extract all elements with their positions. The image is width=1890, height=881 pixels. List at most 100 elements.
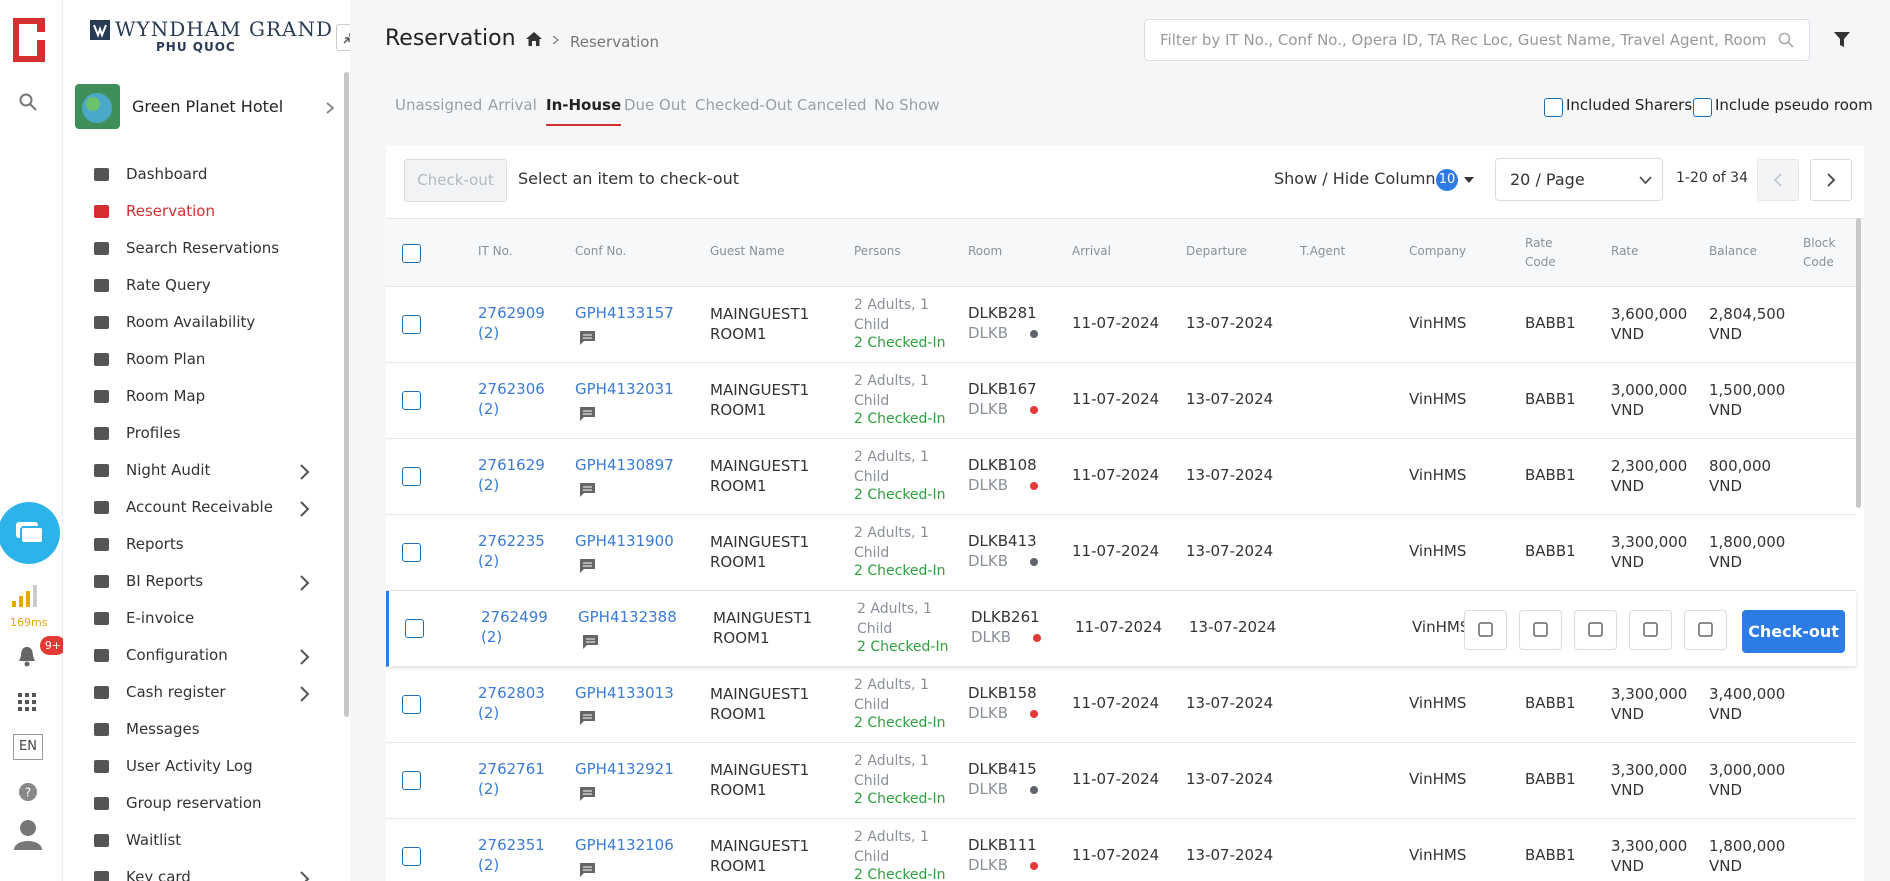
menu-item[interactable]: BI Reports: [63, 567, 338, 597]
avatar[interactable]: [13, 818, 43, 850]
menu-icon-glyph: [93, 685, 111, 701]
menu-item[interactable]: Room Plan: [63, 345, 338, 375]
persons: 2 Adults, 1 Child: [857, 599, 943, 639]
language-button[interactable]: EN: [13, 734, 43, 760]
collapse-button[interactable]: [336, 24, 350, 51]
column-header: Conf No.: [575, 244, 626, 258]
it-no[interactable]: 2762235: [478, 532, 545, 550]
row-action[interactable]: [1629, 610, 1672, 650]
menu-item[interactable]: Reports: [63, 530, 338, 560]
row-checkbox[interactable]: [405, 619, 424, 638]
menu-item[interactable]: Messages: [63, 715, 338, 745]
row-checkbox[interactable]: [402, 467, 421, 486]
apps-icon[interactable]: [18, 693, 36, 711]
conf-no[interactable]: GPH4131900: [575, 532, 674, 550]
row-checkbox[interactable]: [402, 543, 421, 562]
conf-no[interactable]: GPH4133013: [575, 684, 674, 702]
row-action[interactable]: [1684, 610, 1727, 650]
menu-item[interactable]: User Activity Log: [63, 752, 338, 782]
tab[interactable]: Canceled: [797, 96, 867, 124]
help-icon[interactable]: ?: [19, 783, 37, 801]
menu-item[interactable]: Profiles: [63, 419, 338, 449]
menu-item[interactable]: Reservation: [63, 197, 338, 227]
menu-icon: [93, 167, 111, 187]
menu-item[interactable]: Dashboard: [63, 160, 338, 190]
menu-item[interactable]: E-invoice: [63, 604, 338, 634]
menu-item[interactable]: Night Audit: [63, 456, 338, 486]
table-row[interactable]: 2761629(2)GPH4130897MAINGUEST1 ROOM12 Ad…: [386, 439, 1856, 515]
row-checkout-button[interactable]: Check-out: [1742, 610, 1845, 653]
menu-label: Messages: [126, 720, 200, 738]
table-row[interactable]: 2762499(2)GPH4132388MAINGUEST1 ROOM12 Ad…: [386, 591, 1856, 667]
tab[interactable]: Unassigned: [395, 96, 482, 124]
columns-toggle[interactable]: Show / Hide Columns: [1274, 169, 1444, 188]
tab[interactable]: Checked-Out: [695, 96, 792, 124]
conf-no[interactable]: GPH4132921: [575, 760, 674, 778]
menu-item[interactable]: Waitlist: [63, 826, 338, 856]
page-size-select[interactable]: 20 / Page: [1495, 158, 1663, 201]
chat-button[interactable]: [0, 502, 60, 564]
it-no[interactable]: 2762306: [478, 380, 545, 398]
it-no[interactable]: 2762351: [478, 836, 545, 854]
prev-page[interactable]: [1757, 159, 1799, 201]
menu-item[interactable]: Room Availability: [63, 308, 338, 338]
row-checkbox[interactable]: [402, 315, 421, 334]
column-header: Guest Name: [710, 244, 784, 258]
it-no[interactable]: 2762499: [481, 608, 548, 626]
tab[interactable]: No Show: [874, 96, 940, 124]
row-checkbox[interactable]: [402, 847, 421, 866]
departure: 13-07-2024: [1186, 694, 1273, 712]
menu-item[interactable]: Rate Query: [63, 271, 338, 301]
menu-item[interactable]: Account Receivable: [63, 493, 338, 523]
conf-no[interactable]: GPH4132388: [578, 608, 677, 626]
conf-no[interactable]: GPH4132031: [575, 380, 674, 398]
conf-no[interactable]: GPH4133157: [575, 304, 674, 322]
conf-no[interactable]: GPH4130897: [575, 456, 674, 474]
row-action[interactable]: [1464, 610, 1507, 650]
submenu-chevron-glyph: [299, 649, 311, 665]
table-row[interactable]: 2762306(2)GPH4132031MAINGUEST1 ROOM12 Ad…: [386, 363, 1856, 439]
menu-item[interactable]: Cash register: [63, 678, 338, 708]
it-no[interactable]: 2762761: [478, 760, 545, 778]
row-checkbox[interactable]: [402, 771, 421, 790]
menu-item[interactable]: Key card: [63, 863, 338, 881]
page-title: Reservation: [385, 26, 516, 51]
search-icon[interactable]: [19, 93, 37, 111]
table-row[interactable]: 2762909(2)GPH4133157MAINGUEST1 ROOM12 Ad…: [386, 287, 1856, 363]
it-no[interactable]: 2761629: [478, 456, 545, 474]
table-row[interactable]: 2762351(2)GPH4132106MAINGUEST1 ROOM12 Ad…: [386, 819, 1856, 881]
submenu-chevron-glyph: [299, 575, 311, 591]
row-action[interactable]: [1574, 610, 1617, 650]
menu-item[interactable]: Search Reservations: [63, 234, 338, 264]
breadcrumb: Reservation: [570, 33, 659, 51]
row-checkbox[interactable]: [402, 391, 421, 410]
menu-item[interactable]: Configuration: [63, 641, 338, 671]
menu-icon: [93, 648, 111, 668]
checkout-button[interactable]: Check-out: [404, 159, 507, 202]
row-checkbox[interactable]: [402, 695, 421, 714]
column-header: Room: [968, 244, 1002, 258]
bell-icon[interactable]: [17, 645, 37, 667]
row-action[interactable]: [1519, 610, 1562, 650]
hotel-switcher[interactable]: Green Planet Hotel: [75, 84, 338, 132]
filter-icon[interactable]: [1834, 32, 1850, 48]
tab[interactable]: Due Out: [624, 96, 686, 124]
menu-item[interactable]: Group reservation: [63, 789, 338, 819]
it-no[interactable]: 2762909: [478, 304, 545, 322]
select-all-checkbox[interactable]: [402, 244, 421, 263]
table-row[interactable]: 2762803(2)GPH4133013MAINGUEST1 ROOM12 Ad…: [386, 667, 1856, 743]
search-box[interactable]: Filter by IT No., Conf No., Opera ID, TA…: [1144, 19, 1810, 61]
it-no[interactable]: 2762803: [478, 684, 545, 702]
tab[interactable]: Arrival: [488, 96, 537, 124]
shares: (2): [478, 400, 499, 418]
column-header: Rate: [1611, 244, 1639, 258]
menu-label: Reservation: [126, 202, 215, 220]
table-row[interactable]: 2762761(2)GPH4132921MAINGUEST1 ROOM12 Ad…: [386, 743, 1856, 819]
conf-no[interactable]: GPH4132106: [575, 836, 674, 854]
table-row[interactable]: 2762235(2)GPH4131900MAINGUEST1 ROOM12 Ad…: [386, 515, 1856, 591]
next-page[interactable]: [1810, 159, 1852, 201]
menu-item[interactable]: Room Map: [63, 382, 338, 412]
tab[interactable]: In-House: [546, 96, 621, 126]
home-icon[interactable]: [526, 32, 542, 46]
page-size: 20 / Page: [1510, 170, 1585, 189]
